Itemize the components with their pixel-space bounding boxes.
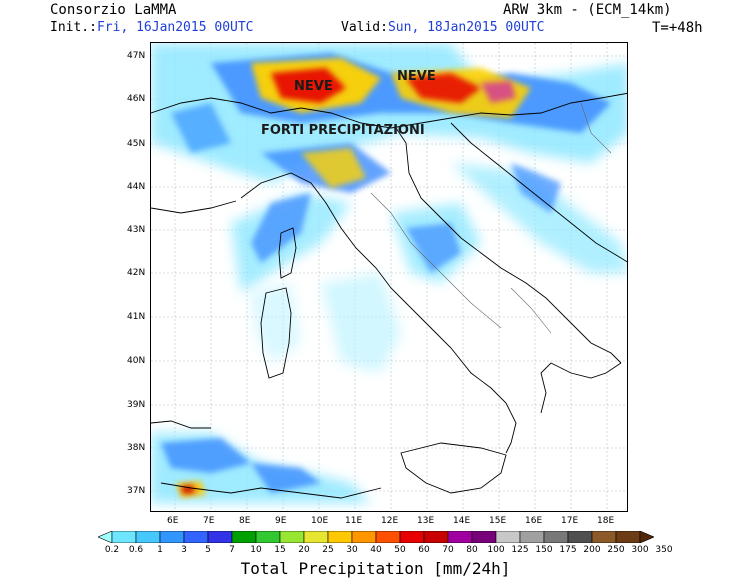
colorbar-tick-label: 100 bbox=[487, 545, 505, 555]
colorbar-swatch bbox=[423, 531, 449, 543]
colorbar-swatch bbox=[375, 531, 401, 543]
colorbar-swatch bbox=[135, 531, 161, 543]
colorbar-swatch bbox=[111, 531, 137, 543]
lon-label: 7E bbox=[203, 516, 215, 526]
colorbar-tick-label: 15 bbox=[274, 545, 286, 555]
coastlines bbox=[151, 92, 627, 499]
borders bbox=[370, 102, 612, 334]
lon-label: 16E bbox=[525, 516, 543, 526]
lon-label: 14E bbox=[453, 516, 471, 526]
colorbar-swatch bbox=[615, 531, 641, 543]
colorbar-swatch bbox=[183, 531, 209, 543]
annotation-forti-precipitazioni: FORTI PRECIPITAZIONI bbox=[261, 123, 425, 138]
colorbar-tick-label: 1 bbox=[157, 545, 163, 555]
lat-label: 42N bbox=[127, 268, 146, 278]
lon-label: 9E bbox=[275, 516, 287, 526]
lat-label: 40N bbox=[127, 356, 146, 366]
colorbar-swatch bbox=[159, 531, 185, 543]
colorbar-swatch bbox=[327, 531, 353, 543]
model-title: ARW 3km - (ECM_14km) bbox=[503, 2, 672, 18]
colorbar-arrow-left bbox=[98, 531, 113, 543]
colorbar-tick-label: 125 bbox=[511, 545, 529, 555]
lead-time: T=+48h bbox=[652, 20, 703, 36]
colorbar-swatch bbox=[591, 531, 617, 543]
colorbar-tick-label: 80 bbox=[466, 545, 478, 555]
init-label: Init.: bbox=[50, 20, 97, 35]
colorbar-swatch bbox=[519, 531, 545, 543]
colorbar-swatch bbox=[303, 531, 329, 543]
colorbar-tick-label: 3 bbox=[181, 545, 187, 555]
annotation-neve-east: NEVE bbox=[397, 69, 436, 84]
colorbar-tick-label: 20 bbox=[298, 545, 310, 555]
valid-row: Valid:Sun, 18Jan2015 00UTC bbox=[341, 20, 545, 36]
lat-label: 46N bbox=[127, 94, 146, 104]
colorbar-swatch bbox=[351, 531, 377, 543]
colorbar-swatch bbox=[231, 531, 257, 543]
lon-label: 17E bbox=[561, 516, 579, 526]
colorbar-swatch bbox=[495, 531, 521, 543]
lon-label: 13E bbox=[417, 516, 435, 526]
colorbar-swatch bbox=[543, 531, 569, 543]
map-canvas bbox=[151, 43, 627, 511]
colorbar-arrow-right bbox=[639, 531, 654, 543]
colorbar-tick-label: 200 bbox=[583, 545, 601, 555]
colorbar-tick-label: 40 bbox=[370, 545, 382, 555]
colorbar-tick-label: 7 bbox=[229, 545, 235, 555]
colorbar-swatch bbox=[447, 531, 473, 543]
lon-label: 8E bbox=[239, 516, 251, 526]
lon-label: 18E bbox=[597, 516, 615, 526]
colorbar-tick-label: 300 bbox=[631, 545, 649, 555]
colorbar-tick-label: 30 bbox=[346, 545, 358, 555]
colorbar-tick-label: 50 bbox=[394, 545, 406, 555]
colorbar-tick-label: 70 bbox=[442, 545, 454, 555]
lon-label: 6E bbox=[167, 516, 179, 526]
lat-label: 39N bbox=[127, 400, 146, 410]
colorbar-tick-label: 175 bbox=[559, 545, 577, 555]
colorbar-tick-label: 0.2 bbox=[104, 545, 120, 555]
precipitation-map: NEVE NEVE FORTI PRECIPITAZIONI bbox=[150, 42, 628, 512]
lon-label: 10E bbox=[311, 516, 329, 526]
lon-label: 12E bbox=[381, 516, 399, 526]
lat-label: 38N bbox=[127, 443, 146, 453]
colorbar bbox=[98, 531, 654, 543]
lat-label: 37N bbox=[127, 486, 146, 496]
annotation-neve-west: NEVE bbox=[294, 79, 333, 94]
colorbar-tick-label: 25 bbox=[322, 545, 334, 555]
init-value: Fri, 16Jan2015 00UTC bbox=[96, 20, 254, 35]
lat-label: 45N bbox=[127, 139, 146, 149]
init-row: Init.:Fri, 16Jan2015 00UTC bbox=[50, 20, 254, 36]
colorbar-swatch bbox=[279, 531, 305, 543]
colorbar-tick-label: 60 bbox=[418, 545, 430, 555]
lon-label: 15E bbox=[489, 516, 507, 526]
lat-label: 44N bbox=[127, 182, 146, 192]
colorbar-tick-label: 250 bbox=[607, 545, 625, 555]
org-title: Consorzio LaMMA bbox=[50, 2, 177, 18]
valid-value: Sun, 18Jan2015 00UTC bbox=[387, 20, 545, 35]
colorbar-tick-label: 10 bbox=[250, 545, 262, 555]
lat-label: 47N bbox=[127, 51, 146, 61]
valid-label: Valid: bbox=[341, 20, 388, 35]
colorbar-title: Total Precipitation [mm/24h] bbox=[240, 559, 511, 578]
colorbar-tick-label: 150 bbox=[535, 545, 553, 555]
lat-label: 43N bbox=[127, 225, 146, 235]
colorbar-swatch bbox=[399, 531, 425, 543]
colorbar-tick-label: 0.6 bbox=[128, 545, 144, 555]
colorbar-swatch bbox=[471, 531, 497, 543]
colorbar-tick-label: 350 bbox=[655, 545, 673, 555]
colorbar-tick-label: 5 bbox=[205, 545, 211, 555]
lon-label: 11E bbox=[345, 516, 363, 526]
colorbar-swatch bbox=[567, 531, 593, 543]
colorbar-swatch bbox=[207, 531, 233, 543]
colorbar-swatch bbox=[255, 531, 281, 543]
lat-label: 41N bbox=[127, 312, 146, 322]
precip-field-extreme bbox=[181, 68, 516, 494]
